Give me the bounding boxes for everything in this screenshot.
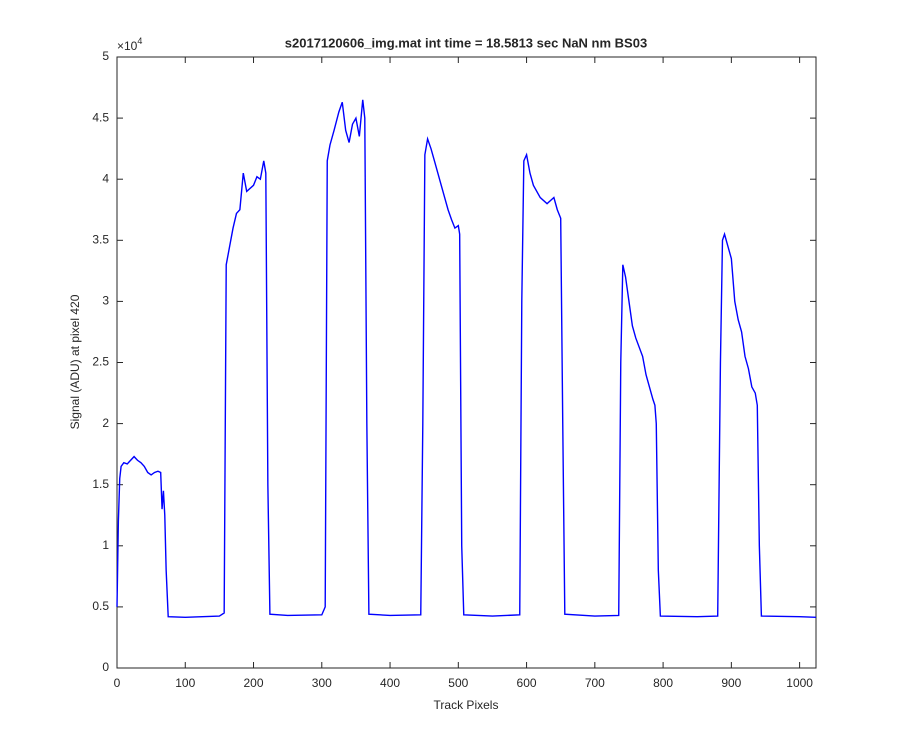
x-tick-label: 500 — [448, 676, 468, 690]
x-tick-label: 400 — [380, 676, 400, 690]
x-tick-label: 1000 — [786, 676, 813, 690]
x-tick-label: 100 — [175, 676, 195, 690]
y-axis-label: Signal (ADU) at pixel 420 — [68, 294, 82, 429]
y-tick-label: 5 — [102, 49, 109, 63]
x-tick-label: 200 — [244, 676, 264, 690]
y-multiplier-exponent: 4 — [137, 36, 142, 46]
x-tick-label: 600 — [517, 676, 537, 690]
y-tick-label: 4.5 — [92, 110, 109, 124]
y-tick-label: 1.5 — [92, 477, 109, 491]
y-tick-label: 1 — [102, 538, 109, 552]
data-line — [116, 99, 817, 618]
y-tick-label: 2.5 — [92, 355, 109, 369]
y-tick-label: 0.5 — [92, 599, 109, 613]
x-tick-label: 300 — [312, 676, 332, 690]
y-multiplier: ×104 — [117, 36, 142, 53]
x-tick-label: 800 — [653, 676, 673, 690]
y-tick-label: 0 — [102, 660, 109, 674]
y-tick-label: 3 — [102, 294, 109, 308]
chart-title: s2017120606_img.mat int time = 18.5813 s… — [285, 35, 647, 50]
y-tick-label: 4 — [102, 171, 109, 185]
x-axis-label: Track Pixels — [434, 698, 499, 712]
x-tick-label: 900 — [721, 676, 741, 690]
y-tick-label: 2 — [102, 416, 109, 430]
x-tick-label: 0 — [114, 676, 121, 690]
y-tick-label: 3.5 — [92, 232, 109, 246]
plot-box — [116, 56, 817, 669]
y-multiplier-base: ×10 — [117, 39, 138, 53]
x-tick-label: 700 — [585, 676, 605, 690]
